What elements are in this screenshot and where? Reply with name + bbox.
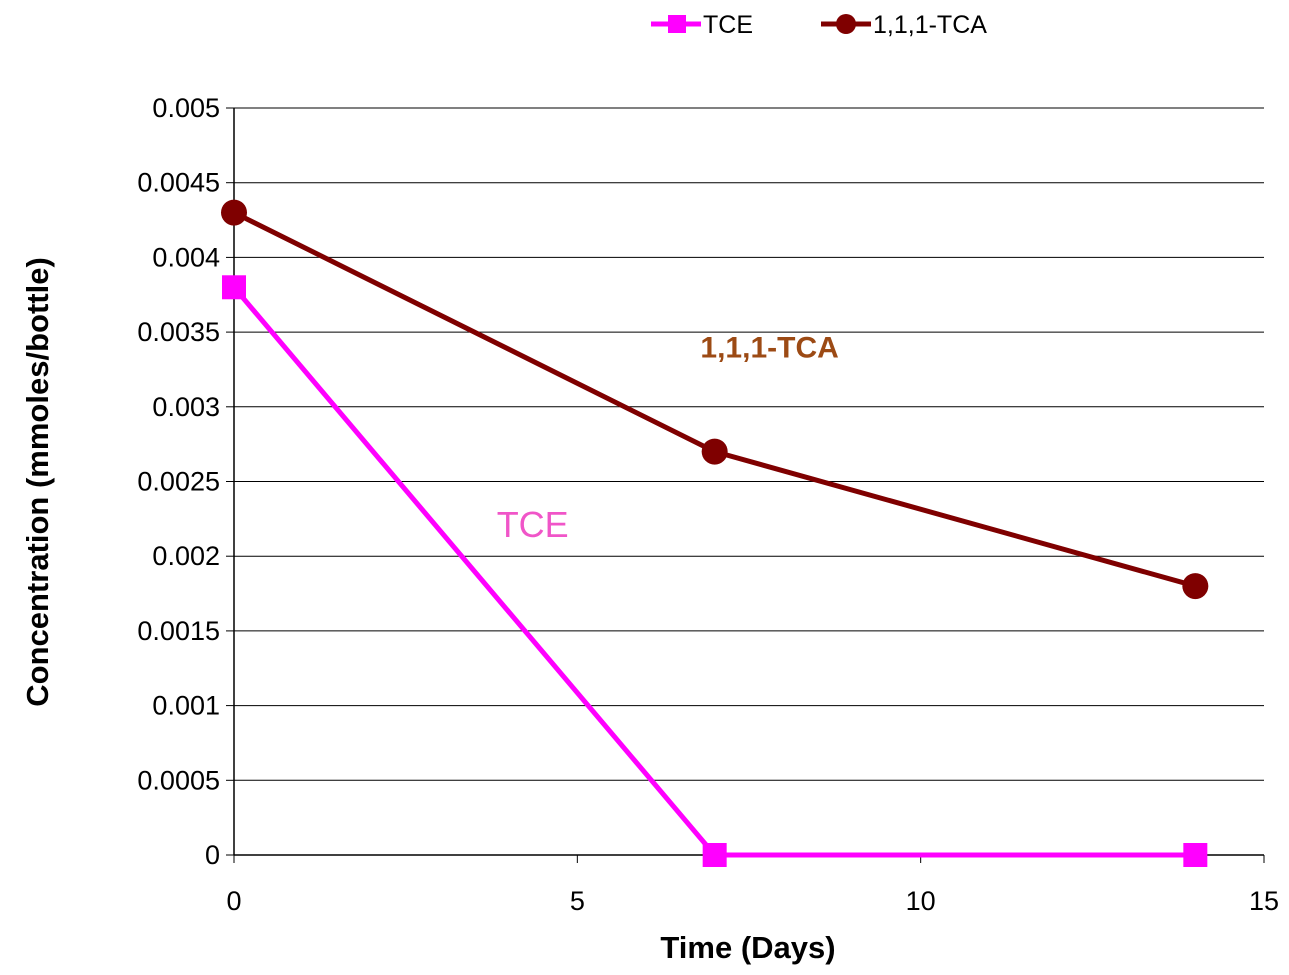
y-tick-label: 0.0005: [137, 765, 220, 795]
data-point-circle: [701, 438, 728, 465]
x-tick-label: 5: [570, 886, 585, 916]
data-point-square: [702, 843, 727, 867]
gridlines: [234, 107, 1264, 781]
y-tick-label: 0.002: [152, 541, 220, 571]
data-point-square: [1183, 843, 1208, 867]
annotation-label: TCE: [497, 504, 569, 545]
y-tick-label: 0.0045: [137, 168, 220, 198]
x-axis-title: Time (Days): [660, 930, 835, 965]
annotation-layer: 1,1,1-TCA TCE: [497, 331, 839, 544]
data-point-circle: [1182, 573, 1209, 600]
series-line: [232, 210, 1197, 589]
annotation-label: 1,1,1-TCA: [700, 331, 838, 364]
y-tick-label: 0.0025: [137, 467, 220, 497]
y-tick-label: 0.005: [152, 93, 220, 123]
y-tick-label: 0.001: [152, 691, 220, 721]
y-tick-label: 0: [205, 840, 220, 870]
legend-marker-square: [668, 15, 686, 33]
y-tick-label: 0.004: [152, 242, 220, 272]
y-tick-label: 0.0015: [137, 616, 220, 646]
series-line: [232, 285, 1196, 858]
data-point-circle: [221, 199, 247, 226]
x-tick-label: 10: [906, 886, 936, 916]
legend-marker-circle: [836, 14, 856, 34]
legend: TCE 1,1,1-TCA: [651, 11, 987, 39]
y-tick-label: 0.0035: [137, 317, 220, 347]
x-tick-label: 15: [1249, 886, 1279, 916]
y-tick-label: 0.003: [152, 392, 220, 422]
legend-label: 1,1,1-TCA: [873, 11, 987, 39]
y-axis-title: Concentration (mmoles/bottle): [20, 257, 55, 707]
legend-label: TCE: [703, 11, 753, 39]
data-point-square: [222, 275, 246, 300]
series-layer: [221, 199, 1209, 867]
x-tick-label: 0: [226, 886, 241, 916]
y-axis-ticks: 0 0.0005 0.001 0.0015 0.002 0.0025 0.003 0.0035…: [137, 93, 234, 870]
x-axis-ticks: 0 5 10 15: [226, 855, 1279, 916]
